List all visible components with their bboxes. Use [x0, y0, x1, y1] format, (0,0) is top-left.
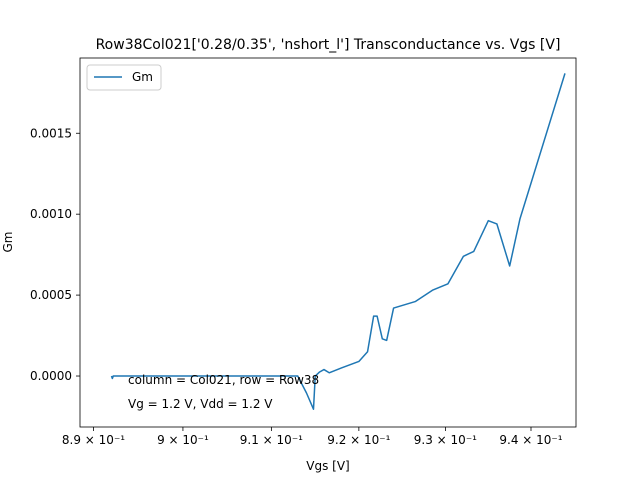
- x-tick-label: 9 × 10⁻¹: [157, 433, 209, 447]
- annotation-voltages: Vg = 1.2 V, Vdd = 1.2 V: [128, 397, 273, 411]
- y-tick-label: 0.0010: [30, 207, 72, 221]
- x-axis-label: Vgs [V]: [306, 459, 349, 473]
- x-tick-label: 9.2 × 10⁻¹: [327, 433, 390, 447]
- series-line-gm: [110, 73, 566, 410]
- plot-frame: [79, 57, 577, 428]
- chart-title: Row38Col021['0.28/0.35', 'nshort_l'] Tra…: [96, 37, 561, 53]
- x-tick-label: 8.9 × 10⁻¹: [62, 433, 125, 447]
- plot-area: [80, 58, 576, 427]
- legend: Gm: [86, 64, 162, 91]
- legend-label-gm: Gm: [132, 70, 153, 84]
- y-tick-label: 0.0005: [30, 288, 72, 302]
- legend-box: [86, 64, 162, 91]
- y-axis-label: Gm: [1, 232, 15, 253]
- ticks-layer: 8.9 × 10⁻¹ 9 × 10⁻¹ 9.1 × 10⁻¹ 9.2 × 10⁻¹ 9.…: [30, 126, 563, 447]
- y-tick-label: 0.0015: [30, 126, 72, 140]
- x-tick-label: 9.3 × 10⁻¹: [414, 433, 477, 447]
- x-tick-label: 9.1 × 10⁻¹: [240, 433, 303, 447]
- y-tick-label: 0.0000: [30, 369, 72, 383]
- annotation-location: column = Col021, row = Row38: [128, 373, 319, 387]
- x-tick-label: 9.4 × 10⁻¹: [499, 433, 562, 447]
